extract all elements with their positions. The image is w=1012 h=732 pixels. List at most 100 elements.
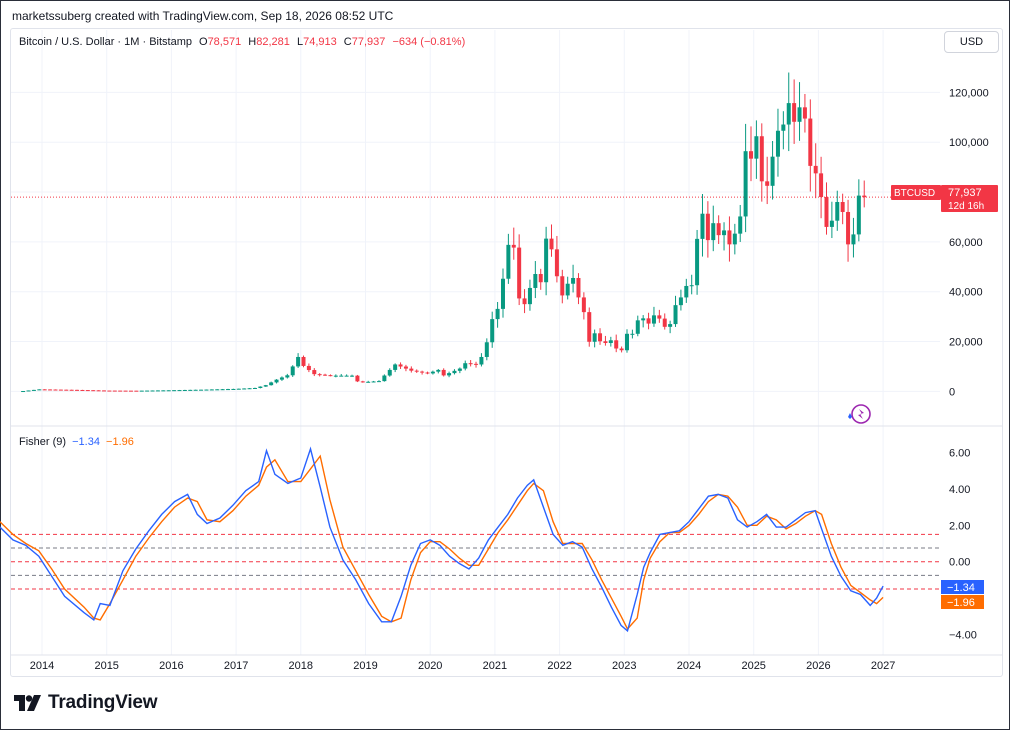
- fisher-trigger-line: [0, 454, 884, 631]
- candle-body: [846, 211, 851, 245]
- candle-body: [668, 324, 673, 327]
- indicator-tick-label: −4.00: [949, 630, 977, 642]
- time-tick-label: 2024: [677, 660, 701, 672]
- candle-body: [161, 390, 166, 392]
- candle-body: [48, 389, 53, 391]
- time-tick-label: 2023: [612, 660, 636, 672]
- candle-body: [554, 249, 559, 277]
- candle-body: [366, 381, 371, 383]
- spark-icon[interactable]: [848, 404, 871, 424]
- candle-body: [134, 390, 139, 392]
- candle-body: [53, 389, 58, 391]
- candle-body: [188, 389, 193, 391]
- indicator-tick-label: 6.00: [949, 448, 970, 460]
- candle-body: [436, 369, 441, 372]
- candle-body: [231, 388, 236, 390]
- candle-body: [220, 389, 225, 391]
- low-value: 74,913: [303, 36, 337, 48]
- candle-body: [673, 305, 678, 325]
- candle-body: [851, 234, 856, 245]
- candle-body: [317, 374, 322, 376]
- candle-body: [517, 247, 522, 299]
- candle-body: [182, 389, 187, 391]
- candle-body: [75, 389, 80, 391]
- candle-body: [802, 107, 807, 119]
- candle-body: [177, 390, 182, 392]
- price-tag: BTCUSD 77,937 12d 16h: [891, 185, 998, 212]
- currency-button[interactable]: USD: [944, 31, 999, 53]
- candle-body: [614, 340, 619, 349]
- candle-body: [770, 156, 775, 186]
- candle-body: [651, 315, 656, 324]
- time-tick-label: 2026: [806, 660, 830, 672]
- candle-body: [824, 197, 829, 227]
- candle-body: [684, 285, 689, 298]
- time-tick-label: 2018: [289, 660, 313, 672]
- candle-body: [452, 370, 457, 374]
- candle-body: [96, 390, 101, 392]
- candle-body: [711, 223, 716, 241]
- candle-body: [31, 389, 36, 391]
- candle-body: [619, 348, 624, 351]
- candle-body: [123, 390, 128, 392]
- indicator-axis-labels: 6.00 4.00 2.00 0.00 −4.00: [949, 448, 977, 642]
- candle-body: [527, 287, 532, 305]
- candle-body: [69, 389, 74, 391]
- indicator-title: Fisher (9) −1.34 −1.96: [19, 436, 134, 448]
- candle-body: [37, 389, 42, 391]
- svg-text:−1.34: −1.34: [947, 582, 975, 594]
- candle-body: [128, 390, 133, 392]
- time-axis-labels: 2014 2015 2016 2017 2018 2019 2020 2021 2022 2023…: [30, 660, 896, 672]
- candle-body: [624, 333, 629, 351]
- candle-body: [301, 356, 306, 366]
- candle-body: [371, 381, 376, 383]
- time-tick-label: 2027: [871, 660, 895, 672]
- candle-body: [495, 308, 500, 320]
- candle-body: [506, 244, 511, 279]
- candle-body: [376, 381, 381, 383]
- candle-body: [463, 363, 468, 369]
- candle-body: [457, 368, 462, 371]
- price-tick-label: 60,000: [949, 237, 983, 249]
- candle-body: [215, 389, 220, 391]
- time-tick-label: 2014: [30, 660, 54, 672]
- candle-body: [166, 390, 171, 392]
- change-value: −634 (−0.81%): [392, 36, 465, 48]
- candle-body: [80, 389, 85, 391]
- candle-body: [339, 375, 344, 377]
- indicator-tick-label: 2.00: [949, 520, 970, 532]
- price-tick-label: 20,000: [949, 337, 983, 349]
- candle-body: [172, 390, 177, 392]
- candle-body: [312, 370, 317, 375]
- svg-text:−1.96: −1.96: [947, 597, 975, 609]
- candle-body: [538, 274, 543, 283]
- candle-body: [738, 216, 743, 234]
- candle-body: [484, 342, 489, 357]
- candle-body: [533, 274, 538, 288]
- candle-body: [797, 107, 802, 122]
- candle-body: [522, 298, 527, 305]
- candle-body: [355, 375, 360, 382]
- candle-body: [819, 173, 824, 198]
- candle-body: [603, 341, 608, 344]
- candle-body: [781, 124, 786, 131]
- candle-body: [247, 388, 252, 390]
- candle-body: [813, 165, 818, 174]
- candle-body: [630, 333, 635, 335]
- candle-body: [479, 356, 484, 365]
- candle-body: [565, 283, 570, 296]
- candle-body: [85, 390, 90, 392]
- tradingview-logo[interactable]: TradingView: [14, 692, 158, 714]
- candle-body: [662, 318, 667, 327]
- candle-body: [360, 381, 365, 383]
- candle-body: [430, 371, 435, 374]
- candle-body: [26, 390, 31, 392]
- open-value: 78,571: [208, 36, 242, 48]
- candle-body: [107, 390, 112, 392]
- candle-body: [829, 220, 834, 227]
- candle-body: [290, 366, 295, 376]
- tradingview-logo-icon: [14, 695, 41, 711]
- candle-body: [468, 363, 473, 365]
